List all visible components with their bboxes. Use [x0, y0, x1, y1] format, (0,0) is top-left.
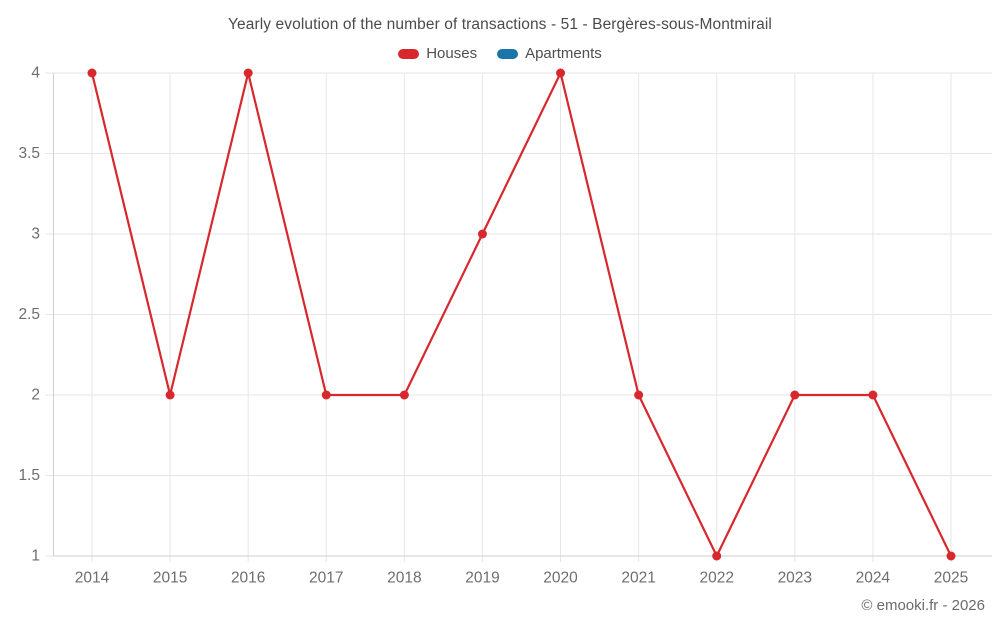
x-tick-label: 2017: [309, 570, 343, 587]
y-tick-label: 3.5: [18, 145, 40, 162]
chart-title: Yearly evolution of the number of transa…: [228, 16, 772, 33]
legend-swatch-apartments: [497, 48, 519, 59]
houses-line: [90, 71, 952, 558]
legend-label: Apartments: [525, 45, 602, 62]
y-tick-label: 1: [31, 548, 40, 565]
y-tick-label: 3: [31, 226, 40, 243]
houses-point: [868, 390, 878, 400]
x-tick-label: 2021: [621, 570, 655, 587]
x-tick-label: 2016: [231, 570, 265, 587]
houses-point: [790, 390, 800, 400]
x-tick-label: 2023: [778, 570, 812, 587]
legend-item-houses[interactable]: Houses: [398, 45, 477, 62]
legend-swatch-houses: [398, 48, 420, 59]
houses-point: [321, 390, 331, 400]
y-tick-label: 1.5: [18, 467, 40, 484]
legend: Houses Apartments: [0, 45, 1000, 62]
x-tick-label: 2022: [699, 570, 733, 587]
x-tick-label: 2018: [387, 570, 421, 587]
y-tick-label: 2.5: [18, 306, 40, 323]
houses-point: [712, 551, 722, 561]
x-tick-label: 2015: [153, 570, 187, 587]
houses-point: [946, 551, 956, 561]
houses-point: [634, 390, 644, 400]
x-tick-label: 2020: [543, 570, 578, 587]
x-tick-label: 2024: [856, 570, 891, 587]
watermark: © emooki.fr - 2026: [861, 597, 985, 614]
x-tick-label: 2019: [465, 570, 499, 587]
houses-point: [477, 229, 487, 239]
houses-point: [87, 68, 97, 78]
legend-label: Houses: [426, 45, 478, 62]
y-tick-label: 2: [31, 387, 40, 404]
y-tick-label: 4: [31, 65, 40, 82]
houses-point: [399, 390, 409, 400]
x-tick-label: 2025: [934, 570, 968, 587]
houses-point: [556, 68, 566, 78]
legend-item-apartments[interactable]: Apartments: [497, 45, 602, 62]
x-tick-label: 2014: [75, 570, 110, 587]
houses-point: [243, 68, 253, 78]
houses-point: [165, 390, 175, 400]
